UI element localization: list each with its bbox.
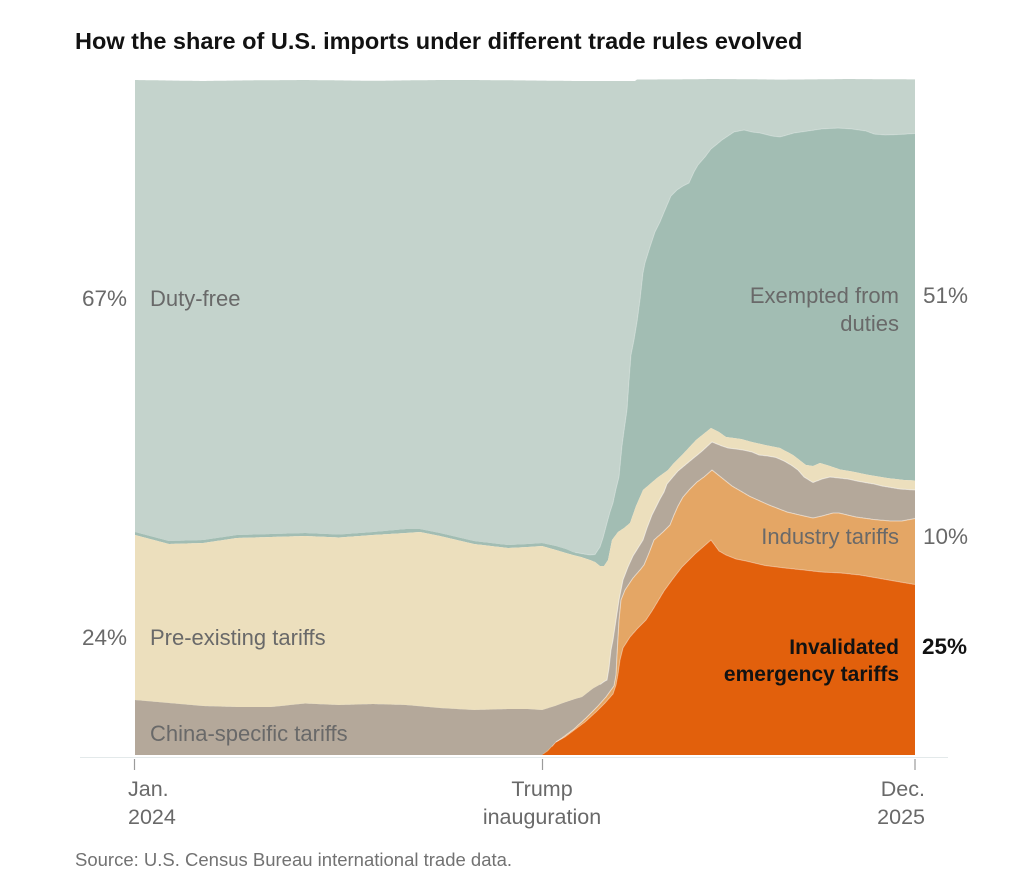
svg-text:Invalidated: Invalidated [789,636,899,659]
svg-text:2025: 2025 [877,805,925,829]
svg-text:emergency tariffs: emergency tariffs [724,663,899,686]
svg-text:Dec.: Dec. [881,777,925,801]
svg-text:2024: 2024 [128,805,176,829]
svg-text:25%: 25% [922,634,967,659]
svg-text:Exempted from: Exempted from [750,283,899,308]
svg-text:Duty-free: Duty-free [150,286,240,311]
svg-text:Trump: Trump [511,777,572,801]
svg-text:Jan.: Jan. [128,777,169,801]
svg-text:How the share of U.S. imports: How the share of U.S. imports under diff… [75,28,802,54]
svg-text:Pre-existing tariffs: Pre-existing tariffs [150,625,326,650]
svg-text:10%: 10% [923,524,968,549]
svg-text:Source: U.S. Census Bureau int: Source: U.S. Census Bureau international… [75,849,512,870]
svg-text:51%: 51% [923,283,968,308]
svg-text:inauguration: inauguration [483,805,601,829]
svg-text:24%: 24% [82,625,127,650]
svg-text:67%: 67% [82,286,127,311]
svg-text:Industry tariffs: Industry tariffs [761,524,899,549]
svg-text:China-specific tariffs: China-specific tariffs [150,721,348,746]
svg-text:duties: duties [840,311,899,336]
